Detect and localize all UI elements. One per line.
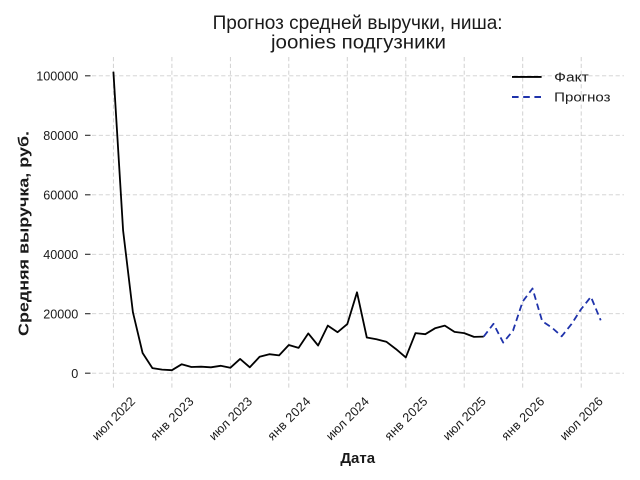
svg-text:60000: 60000 [43,189,78,203]
svg-text:0: 0 [71,367,78,381]
svg-text:Факт: Факт [554,69,589,84]
svg-text:Прогноз: Прогноз [554,90,610,105]
svg-text:80000: 80000 [43,129,78,143]
svg-text:Средняя выручка, руб.: Средняя выручка, руб. [16,131,33,336]
svg-text:Прогноз средней выручки, ниша:: Прогноз средней выручки, ниша: [213,13,503,34]
svg-text:20000: 20000 [43,308,78,322]
svg-text:joonies подгузники: joonies подгузники [270,33,446,54]
svg-text:100000: 100000 [36,70,78,84]
svg-text:Дата: Дата [340,450,375,467]
svg-text:40000: 40000 [43,248,78,262]
